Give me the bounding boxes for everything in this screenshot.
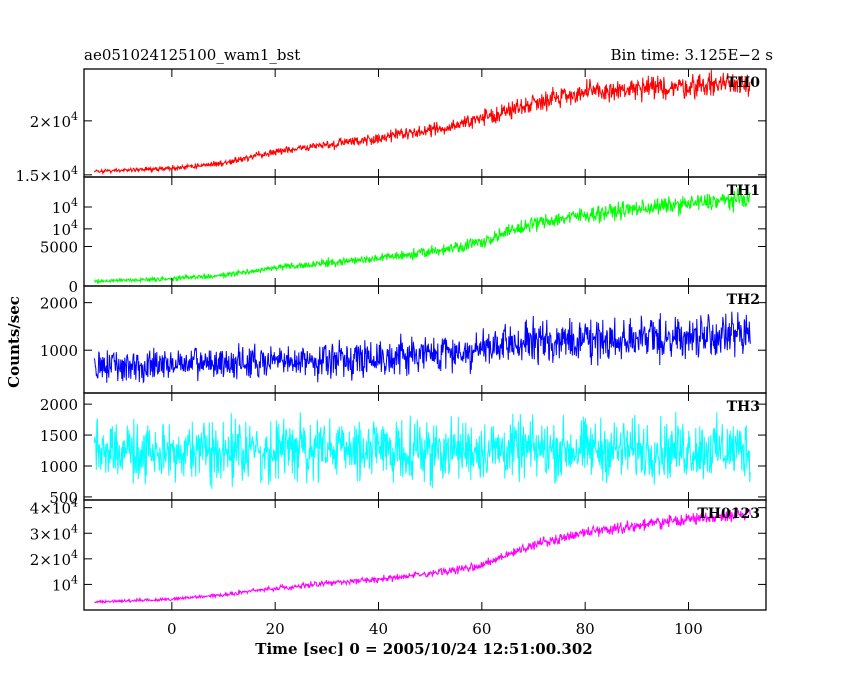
series-th0-line	[93, 69, 751, 176]
y-tick-label: 4×104	[30, 497, 78, 518]
panel-label-th0123: TH0123	[697, 506, 760, 522]
panel-label-th2: TH2	[727, 292, 760, 308]
x-axis-label: Time [sec] 0 = 2005/10/24 12:51:00.302	[255, 640, 592, 658]
y-axis-label: Counts/sec	[5, 296, 23, 388]
panel-label-th0: TH0	[727, 75, 761, 91]
y-tick-label: 0	[68, 278, 78, 296]
x-tick-label: 0	[167, 620, 177, 638]
series-th1-line	[93, 187, 751, 285]
y-tick-label: 104	[52, 573, 78, 594]
series-th3-line	[93, 411, 751, 489]
panel-frame-th1	[83, 176, 767, 287]
x-tick-label: 60	[472, 620, 491, 638]
y-tick-label: 1500	[40, 427, 78, 445]
x-tick-label: 40	[369, 620, 388, 638]
y-tick-label: 1000	[40, 342, 78, 360]
y-tick-label: 104	[52, 196, 78, 217]
panel-frame-th0123	[83, 499, 767, 611]
chart-title-left: ae051024125100_wam1_bst	[84, 46, 300, 64]
y-tick-label: 2×104	[30, 548, 78, 569]
y-tick-label: 2×104	[30, 110, 78, 131]
y-tick-label: 1.5×104	[15, 164, 78, 185]
y-tick-label: 2000	[40, 295, 78, 313]
chart-title-right: Bin time: 3.125E−2 s	[611, 46, 773, 64]
y-tick-label: 1000	[40, 458, 78, 476]
y-tick-label: 500	[49, 489, 78, 507]
x-tick-label: 80	[576, 620, 595, 638]
series-th2-line	[93, 311, 751, 384]
y-tick-label: 5000	[40, 239, 78, 257]
y-tick-label: 104	[52, 218, 78, 239]
panel-label-th1: TH1	[727, 183, 760, 199]
y-tick-label: 3×104	[30, 522, 78, 543]
panel-label-th3: TH3	[727, 399, 760, 415]
x-tick-label: 20	[266, 620, 285, 638]
y-tick-label: 2000	[40, 396, 78, 414]
series-th0123-line	[93, 507, 751, 605]
x-tick-label: 100	[674, 620, 703, 638]
